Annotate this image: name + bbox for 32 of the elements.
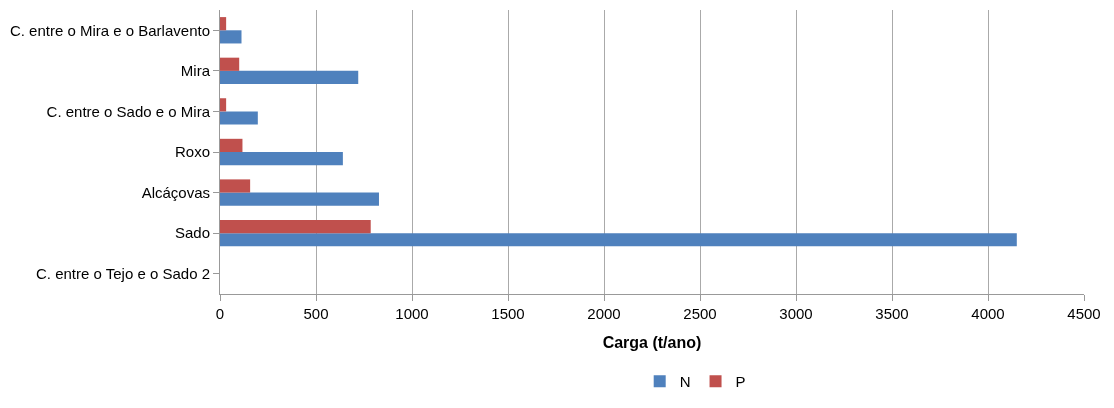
y-tick-label: C. entre o Mira e o Barlavento <box>9 21 210 39</box>
bar <box>220 70 359 85</box>
bar <box>220 111 258 125</box>
bar <box>220 219 371 234</box>
y-tick-label: Alcáçovas <box>141 183 210 201</box>
bar <box>220 30 242 44</box>
bar <box>220 179 251 193</box>
y-tick-label: Mira <box>180 62 211 80</box>
y-tick-label: Sado <box>174 224 210 242</box>
x-tick-label: 3000 <box>779 305 813 322</box>
x-axis-title: Carga (t/ano) <box>602 333 702 351</box>
bar <box>220 233 1017 247</box>
x-tick-label: 4500 <box>1067 305 1101 322</box>
x-tick-label: 2500 <box>683 305 717 322</box>
x-tick-label: 2000 <box>587 305 621 322</box>
x-tick-label: 500 <box>303 305 329 322</box>
x-tick-label: 1500 <box>491 305 525 322</box>
bar <box>220 152 343 166</box>
bar <box>220 138 243 152</box>
y-tick-label: C. entre o Sado e o Mira <box>46 102 211 120</box>
x-tick-label: 1000 <box>395 305 429 322</box>
x-tick-label: 3500 <box>875 305 909 322</box>
y-tick-label: C. entre o Tejo e o Sado 2 <box>35 264 210 282</box>
bar <box>220 192 379 206</box>
legend-label: N <box>679 373 691 391</box>
x-tick-label: 0 <box>215 305 225 322</box>
legend-label: P <box>735 373 746 391</box>
x-tick-label: 4000 <box>971 305 1005 322</box>
bar <box>220 17 227 31</box>
bar <box>220 98 227 112</box>
bar <box>220 57 240 71</box>
y-tick-label: Roxo <box>174 143 210 161</box>
